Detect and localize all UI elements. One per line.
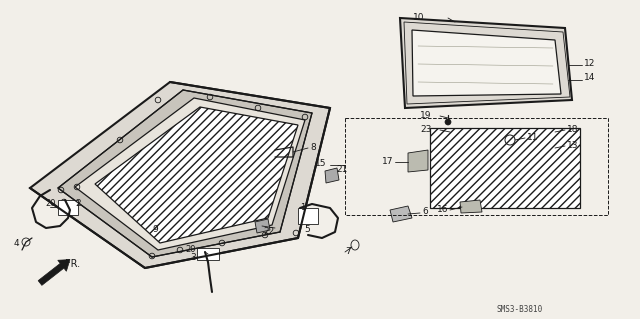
Text: 10: 10 — [413, 12, 424, 21]
Text: FR.: FR. — [65, 259, 80, 269]
Bar — [345, 118, 608, 215]
Text: 8: 8 — [310, 143, 316, 152]
Text: 16: 16 — [437, 205, 449, 214]
Text: 14: 14 — [584, 73, 595, 83]
Bar — [197, 248, 219, 260]
Polygon shape — [325, 168, 339, 183]
Text: 11: 11 — [527, 132, 538, 142]
Text: 1: 1 — [300, 203, 305, 211]
Text: 4: 4 — [14, 239, 20, 248]
Polygon shape — [30, 82, 330, 268]
Text: 9: 9 — [152, 226, 157, 234]
Polygon shape — [255, 219, 270, 233]
FancyArrow shape — [38, 260, 70, 286]
Text: 20: 20 — [185, 246, 195, 255]
Polygon shape — [460, 200, 482, 213]
Text: 17: 17 — [382, 157, 394, 166]
Text: SMS3-B3810: SMS3-B3810 — [497, 306, 543, 315]
Text: 5: 5 — [304, 226, 310, 234]
Polygon shape — [390, 206, 412, 222]
Text: 6: 6 — [422, 207, 428, 217]
Polygon shape — [412, 30, 561, 96]
Text: 3: 3 — [190, 253, 196, 262]
Polygon shape — [75, 98, 305, 250]
Polygon shape — [58, 90, 312, 257]
Text: 20: 20 — [45, 199, 56, 209]
Polygon shape — [95, 107, 298, 243]
Polygon shape — [400, 18, 572, 108]
Bar — [298, 208, 318, 224]
Text: 15: 15 — [315, 160, 326, 168]
Text: 23: 23 — [420, 125, 431, 135]
Text: 7: 7 — [345, 248, 351, 256]
Polygon shape — [430, 128, 580, 208]
Bar — [58, 200, 78, 215]
Text: 19: 19 — [420, 112, 431, 121]
Text: 22: 22 — [263, 227, 275, 236]
Polygon shape — [408, 150, 428, 172]
Text: 21: 21 — [336, 166, 348, 174]
Text: 13: 13 — [567, 140, 579, 150]
Text: 18: 18 — [567, 124, 579, 133]
Text: 12: 12 — [584, 58, 595, 68]
Circle shape — [445, 119, 451, 125]
Text: 2: 2 — [75, 198, 81, 207]
